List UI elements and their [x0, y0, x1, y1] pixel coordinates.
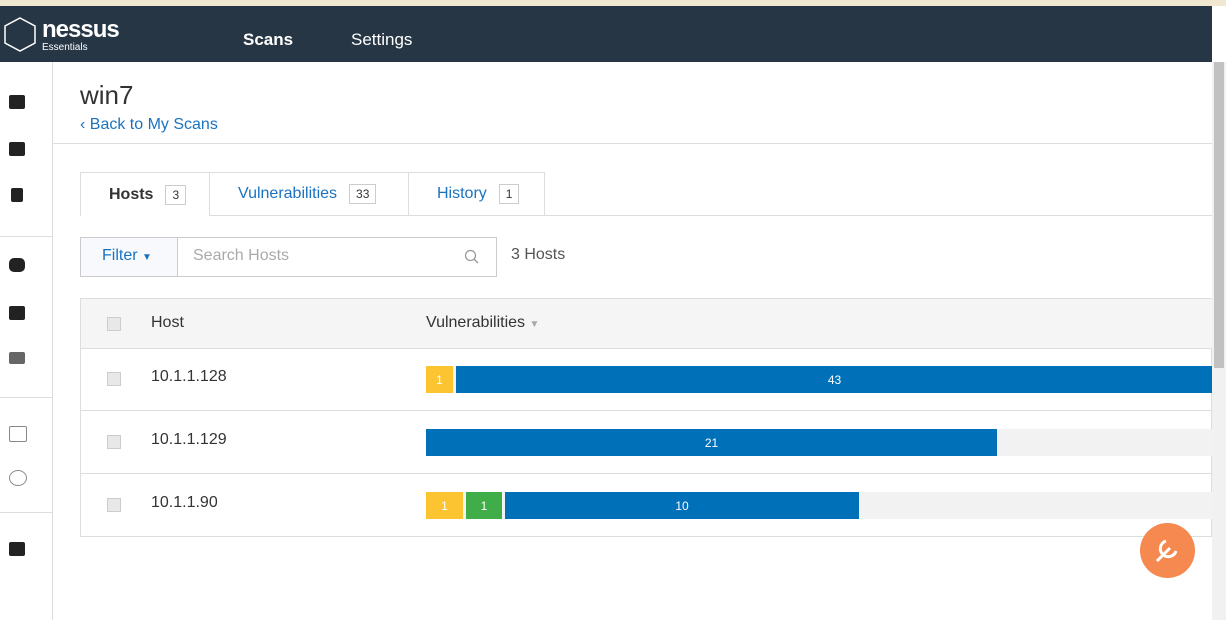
- table-row[interactable]: 10.1.1.129 21: [81, 411, 1213, 474]
- column-header-text[interactable]: Vulnerabilities: [426, 314, 526, 331]
- tab-label[interactable]: History: [437, 185, 487, 202]
- vuln-bar: 1 1 10: [426, 492, 1213, 519]
- tab-label[interactable]: Vulnerabilities: [238, 185, 338, 202]
- hosts-table: Host Vulnerabilities ▼ 10.1.1.128 1 43 10.1…: [80, 298, 1213, 537]
- search-placeholder: Search Hosts: [193, 247, 290, 264]
- news-icon[interactable]: [9, 542, 25, 556]
- filter-button[interactable]: Filter ▼: [80, 237, 178, 277]
- host-cell[interactable]: 10.1.1.90: [151, 494, 218, 511]
- sidebar: [0, 62, 53, 620]
- table-row[interactable]: 10.1.1.128 1 43: [81, 348, 1213, 411]
- help-button[interactable]: [1140, 523, 1195, 578]
- vuln-segment[interactable]: 1: [426, 366, 453, 393]
- result-count: 3 Hosts: [511, 246, 566, 263]
- tab[interactable]: Vulnerabilities 33: [209, 172, 409, 215]
- tab-count: 1: [498, 184, 520, 204]
- tab[interactable]: Hosts 3: [80, 172, 210, 216]
- edition: Essentials: [42, 42, 88, 53]
- tab-gap: [81, 215, 209, 217]
- tab-line: [80, 215, 1212, 216]
- tab[interactable]: History 1: [408, 172, 545, 215]
- divider: [52, 143, 1212, 144]
- column-header[interactable]: Vulnerabilities ▼: [426, 314, 540, 331]
- nav-item[interactable]: Settings: [351, 30, 413, 49]
- scrollbar-thumb[interactable]: [1214, 62, 1224, 368]
- checkbox[interactable]: [107, 498, 121, 512]
- logo: [4, 17, 36, 52]
- back-link[interactable]: ‹ Back to My Scans: [80, 116, 218, 133]
- checkbox[interactable]: [107, 317, 121, 331]
- community-icon[interactable]: [9, 470, 27, 486]
- users-icon[interactable]: [9, 426, 27, 442]
- checkbox[interactable]: [107, 372, 121, 386]
- plugin-icon[interactable]: [9, 306, 25, 320]
- separator: [0, 236, 52, 237]
- policy-icon[interactable]: [9, 258, 25, 272]
- vuln-segment[interactable]: 1: [426, 492, 463, 519]
- scanner-icon[interactable]: [9, 352, 25, 364]
- vuln-bar: 21: [426, 429, 1213, 456]
- top-strip: [0, 0, 1226, 6]
- folder-icon[interactable]: [9, 95, 25, 109]
- host-cell[interactable]: 10.1.1.128: [151, 368, 227, 385]
- checkbox[interactable]: [107, 435, 121, 449]
- filter-label[interactable]: Filter: [102, 247, 138, 264]
- vuln-segment[interactable]: 43: [456, 366, 1213, 393]
- table-row[interactable]: 10.1.1.90 1 1 10: [81, 474, 1213, 537]
- brand: nessus: [42, 16, 120, 43]
- scan-title: win7: [80, 80, 134, 110]
- folder-icon[interactable]: [9, 142, 25, 156]
- vuln-segment[interactable]: 21: [426, 429, 997, 456]
- search-input[interactable]: Search Hosts: [178, 237, 497, 277]
- separator: [0, 397, 52, 398]
- host-cell[interactable]: 10.1.1.129: [151, 431, 227, 448]
- nav-item[interactable]: Scans: [243, 30, 294, 49]
- help-icon: [1155, 539, 1178, 563]
- tab-count: 3: [165, 184, 187, 205]
- search-icon: [464, 249, 479, 264]
- tab-label[interactable]: Hosts: [109, 185, 154, 203]
- back-link-text[interactable]: Back to My Scans: [89, 116, 218, 133]
- navbar: nessus Essentials Scans Settings: [0, 6, 1212, 62]
- column-header[interactable]: Host: [151, 314, 184, 331]
- vuln-segment[interactable]: 1: [466, 492, 502, 519]
- vuln-segment[interactable]: 10: [505, 492, 859, 519]
- vuln-bar: 1 43: [426, 366, 1213, 393]
- trash-icon[interactable]: [11, 188, 23, 202]
- separator: [0, 512, 52, 513]
- table-header: Host Vulnerabilities ▼: [81, 299, 1213, 349]
- tab-count: 33: [349, 184, 377, 204]
